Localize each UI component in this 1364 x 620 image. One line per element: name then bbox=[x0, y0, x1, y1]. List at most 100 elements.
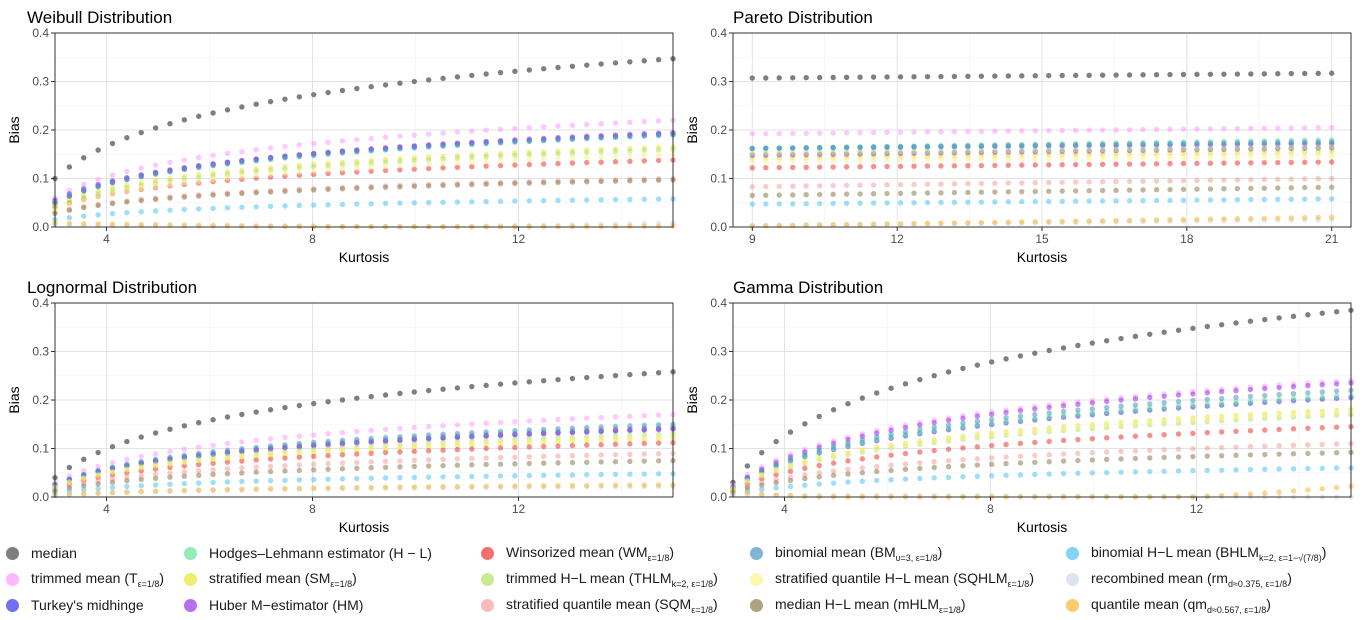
data-point bbox=[938, 163, 944, 169]
data-point bbox=[874, 430, 880, 436]
data-point bbox=[253, 168, 259, 175]
data-point bbox=[382, 82, 389, 88]
data-point bbox=[627, 482, 633, 488]
y-tick-label: 0.3 bbox=[32, 75, 49, 89]
y-tick-label: 0.0 bbox=[710, 220, 727, 234]
data-point bbox=[1305, 411, 1311, 417]
data-point bbox=[124, 489, 130, 495]
data-point bbox=[627, 426, 633, 433]
data-point bbox=[974, 433, 981, 440]
data-point bbox=[931, 419, 937, 426]
data-point bbox=[1161, 393, 1167, 400]
data-point bbox=[1032, 428, 1038, 434]
data-point bbox=[555, 443, 561, 449]
data-point bbox=[884, 200, 890, 206]
data-point bbox=[1233, 320, 1239, 326]
data-point bbox=[655, 482, 662, 488]
data-point bbox=[870, 182, 877, 188]
data-point bbox=[138, 165, 144, 171]
data-point bbox=[66, 464, 73, 471]
data-point bbox=[1017, 429, 1024, 436]
data-point bbox=[612, 159, 619, 165]
data-point bbox=[1003, 409, 1009, 416]
data-point bbox=[196, 461, 202, 468]
data-point bbox=[95, 467, 101, 474]
data-point bbox=[569, 416, 576, 422]
data-point bbox=[612, 423, 619, 430]
data-point bbox=[612, 60, 619, 66]
data-point bbox=[1333, 309, 1340, 315]
data-point bbox=[339, 460, 346, 466]
data-point bbox=[555, 197, 561, 204]
series bbox=[52, 220, 676, 230]
data-point bbox=[483, 158, 489, 165]
data-point bbox=[749, 158, 756, 164]
data-point bbox=[555, 460, 561, 466]
data-point bbox=[138, 458, 144, 465]
data-point bbox=[239, 478, 245, 485]
data-point bbox=[816, 74, 823, 81]
data-point bbox=[965, 199, 971, 205]
data-point bbox=[627, 451, 633, 457]
data-point bbox=[1099, 187, 1106, 194]
data-point bbox=[109, 469, 116, 476]
data-point bbox=[1175, 454, 1182, 460]
data-point bbox=[584, 424, 590, 431]
data-point bbox=[776, 145, 782, 151]
data-point bbox=[354, 161, 360, 167]
data-point bbox=[497, 473, 504, 479]
data-point bbox=[951, 181, 958, 187]
data-point bbox=[1175, 431, 1182, 437]
data-point bbox=[526, 124, 532, 131]
series bbox=[52, 421, 676, 488]
data-point bbox=[1005, 189, 1012, 195]
data-point bbox=[938, 190, 944, 196]
data-point bbox=[888, 431, 894, 437]
data-point bbox=[1103, 435, 1110, 441]
data-point bbox=[296, 485, 303, 491]
data-point bbox=[1262, 490, 1268, 496]
data-point bbox=[339, 485, 346, 491]
data-point bbox=[1288, 149, 1294, 155]
data-point bbox=[1118, 469, 1124, 475]
data-point bbox=[1275, 71, 1281, 77]
data-point bbox=[311, 187, 317, 193]
data-point bbox=[311, 476, 317, 483]
data-point bbox=[1190, 391, 1196, 397]
data-point bbox=[296, 467, 303, 474]
data-point bbox=[1248, 150, 1254, 156]
data-point bbox=[569, 482, 576, 489]
data-point bbox=[210, 162, 216, 169]
data-point bbox=[1302, 176, 1308, 182]
data-point bbox=[598, 159, 604, 165]
data-point bbox=[843, 191, 850, 197]
data-point bbox=[1167, 146, 1173, 152]
data-point bbox=[655, 157, 662, 164]
data-point bbox=[816, 183, 823, 189]
data-point bbox=[454, 129, 461, 135]
legend-item: stratified quantile H−L mean (SQHLMε=1/8… bbox=[750, 566, 1034, 592]
data-point bbox=[1167, 126, 1173, 133]
data-point bbox=[124, 209, 130, 216]
data-point bbox=[224, 205, 231, 211]
data-point bbox=[196, 487, 202, 493]
data-point bbox=[830, 407, 837, 413]
data-point bbox=[1046, 413, 1052, 420]
data-point bbox=[749, 165, 756, 171]
x-tick-label: 8 bbox=[309, 502, 316, 516]
data-point bbox=[1175, 446, 1182, 452]
data-point bbox=[425, 144, 432, 150]
data-point bbox=[884, 163, 890, 170]
data-point bbox=[469, 141, 475, 148]
data-point bbox=[1207, 154, 1214, 160]
data-point bbox=[830, 74, 836, 81]
data-point bbox=[790, 201, 796, 207]
data-point bbox=[1218, 467, 1225, 473]
data-point bbox=[1032, 439, 1038, 446]
data-point bbox=[945, 422, 952, 428]
data-point bbox=[945, 436, 952, 443]
data-point bbox=[296, 449, 303, 456]
data-point bbox=[66, 193, 73, 199]
data-point bbox=[1118, 403, 1124, 409]
data-point bbox=[512, 152, 518, 159]
